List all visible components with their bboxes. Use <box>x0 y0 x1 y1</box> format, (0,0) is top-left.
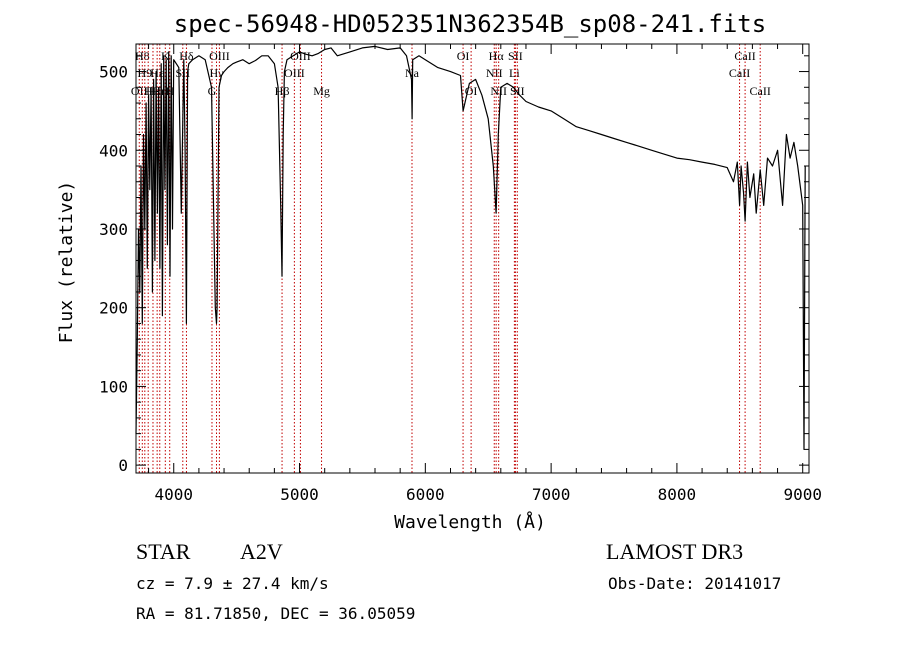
line-marker-label: CaII <box>750 84 771 98</box>
line-marker-label: CaII <box>734 49 755 63</box>
line-marker-label: OIII <box>209 49 230 63</box>
object-class: STAR <box>136 539 191 564</box>
line-marker-label: OIII <box>290 49 311 63</box>
redshift-cz: cz = 7.9 ± 27.4 km/s <box>136 574 329 593</box>
line-marker-label: Hγ <box>210 66 225 80</box>
obs-date: Obs-Date: 20141017 <box>608 574 782 593</box>
y-tick-label: 500 <box>99 63 128 82</box>
line-marker-label: H8 <box>135 49 150 63</box>
line-marker-label: H <box>144 84 153 98</box>
x-axis-label: Wavelength (Å) <box>394 511 546 533</box>
subclass: A2V <box>240 539 283 564</box>
x-tick-label: 4000 <box>154 485 193 504</box>
line-marker-label: CaII <box>729 66 750 80</box>
x-tick-label: 6000 <box>406 485 445 504</box>
line-marker-label: Hβ <box>275 84 290 98</box>
line-marker-label: NII <box>486 66 503 80</box>
x-axis: 4000 5000 6000 7000 8000 9000 <box>148 44 822 504</box>
y-tick-label: 100 <box>99 377 128 396</box>
line-marker-label: OIII <box>284 66 305 80</box>
y-tick-label: 200 <box>99 299 128 318</box>
line-marker-label: Mg <box>313 84 330 98</box>
line-marker-label: K <box>161 49 170 63</box>
line-marker-label: NII <box>490 84 507 98</box>
line-marker-label: OI <box>457 49 470 63</box>
chart-title: spec-56948-HD052351N362354B_sp08-241.fit… <box>174 10 766 38</box>
x-tick-label: 5000 <box>280 485 319 504</box>
y-tick-label: 300 <box>99 220 128 239</box>
x-tick-label: 9000 <box>783 485 822 504</box>
line-marker-label: OII <box>131 84 148 98</box>
line-marker-label: Hδ <box>179 49 194 63</box>
line-marker-label: Hε <box>150 66 164 80</box>
line-marker-label: Hα <box>489 49 505 63</box>
x-tick-label: 8000 <box>658 485 697 504</box>
y-axis: 0 100 200 300 400 500 <box>99 55 809 475</box>
line-marker-label: SII <box>508 49 523 63</box>
y-axis-label: Flux (relative) <box>56 181 77 344</box>
line-marker-label: H <box>165 84 174 98</box>
spectrum-line <box>135 45 806 450</box>
survey-name: LAMOST DR3 <box>606 539 744 564</box>
line-markers: OIIH8H9HHεHεHηKHSIIHδGHγOIIIHβOIIIOIIIMg… <box>131 44 771 473</box>
y-tick-label: 400 <box>99 141 128 160</box>
plot-frame <box>135 43 810 474</box>
coordinates: RA = 81.71850, DEC = 36.05059 <box>136 604 416 623</box>
line-marker-label: Li <box>509 66 520 80</box>
y-tick-label: 0 <box>118 456 128 475</box>
x-tick-label: 7000 <box>532 485 571 504</box>
